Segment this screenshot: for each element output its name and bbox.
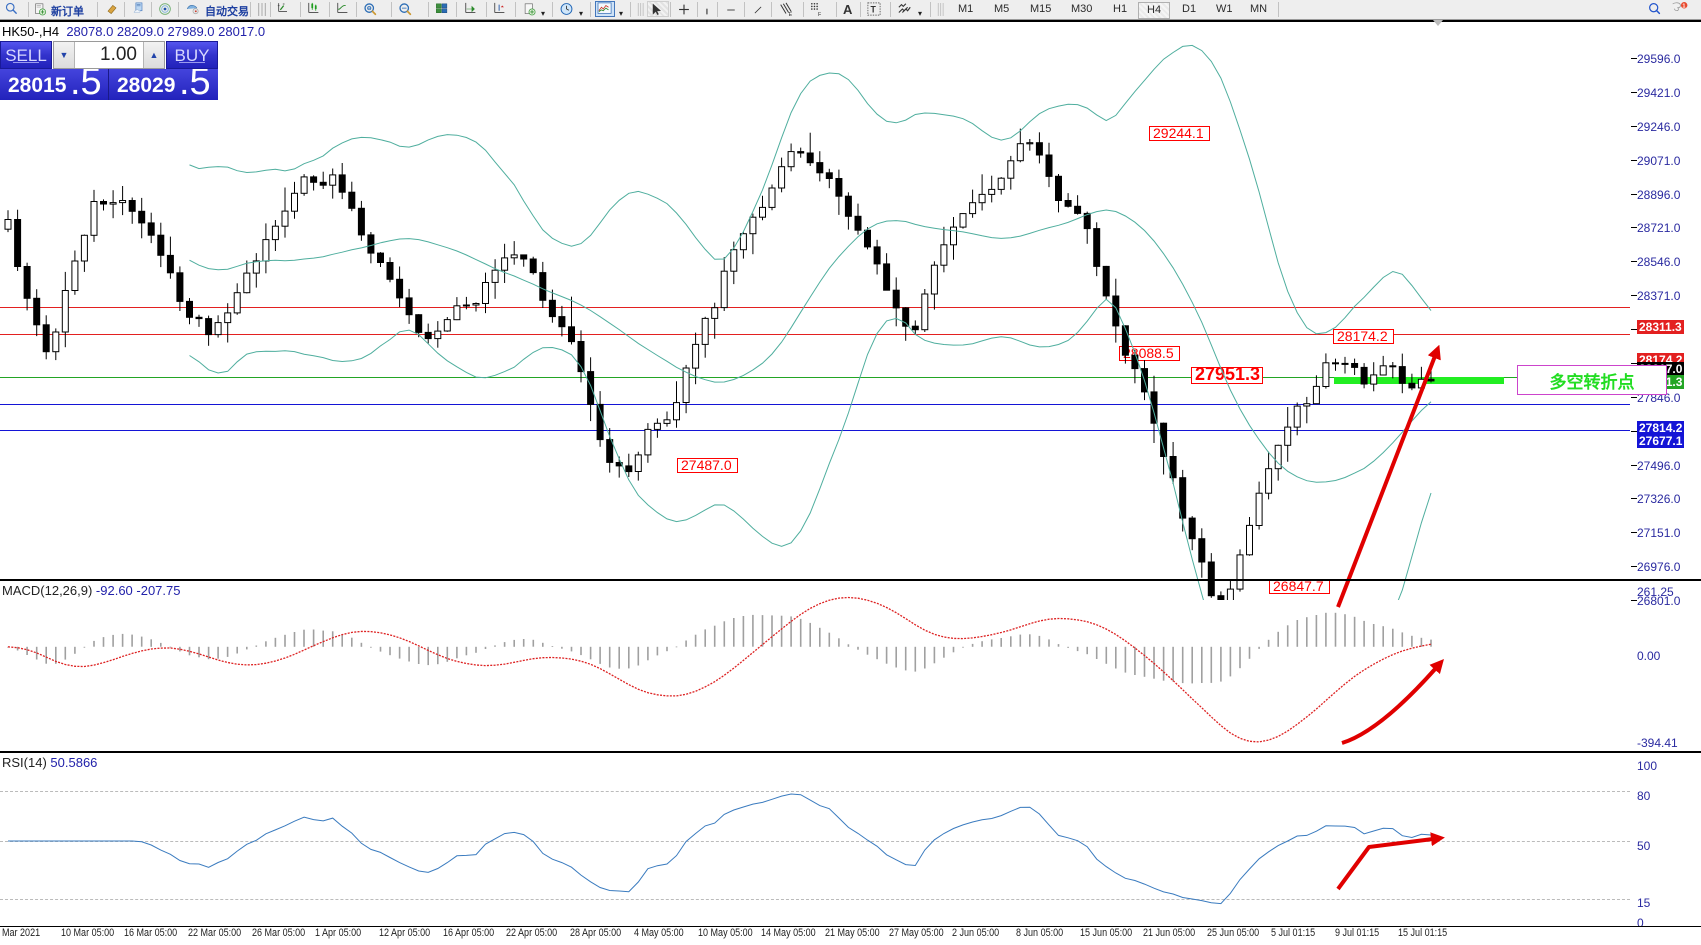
- svg-text:E: E: [789, 12, 793, 17]
- svg-text:F: F: [818, 12, 822, 17]
- svg-text:T: T: [871, 5, 877, 15]
- svg-text:1: 1: [1682, 3, 1685, 9]
